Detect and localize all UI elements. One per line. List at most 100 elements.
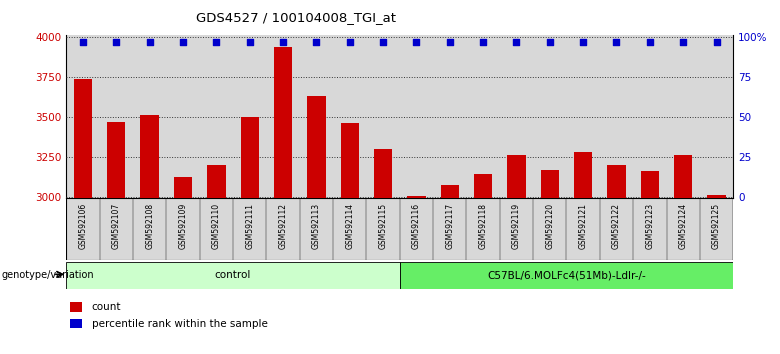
Bar	[300, 198, 333, 260]
Bar	[640, 171, 659, 354]
Bar	[233, 198, 266, 260]
Text: GSM592121: GSM592121	[579, 203, 587, 249]
Bar	[100, 198, 133, 260]
Text: GSM592118: GSM592118	[479, 203, 488, 249]
Bar	[107, 122, 126, 354]
Bar	[500, 35, 533, 198]
Point	[343, 39, 356, 45]
Bar	[74, 79, 92, 354]
Text: GSM592111: GSM592111	[245, 203, 254, 249]
Text: GSM592107: GSM592107	[112, 203, 121, 250]
Bar	[274, 47, 292, 354]
Bar	[633, 198, 666, 260]
Text: genotype/variation: genotype/variation	[2, 270, 94, 280]
Bar	[200, 198, 233, 260]
Text: GSM592106: GSM592106	[79, 203, 87, 250]
Bar	[441, 185, 459, 354]
Text: GSM592114: GSM592114	[346, 203, 354, 249]
Bar	[399, 35, 433, 198]
Bar	[566, 35, 600, 198]
Bar	[374, 149, 392, 354]
Bar	[166, 198, 200, 260]
Bar	[666, 35, 700, 198]
Bar	[66, 198, 100, 260]
Bar	[367, 198, 399, 260]
Text: GSM592119: GSM592119	[512, 203, 521, 249]
Text: GSM592123: GSM592123	[645, 203, 654, 249]
Bar	[500, 198, 533, 260]
Bar	[140, 115, 159, 354]
Point	[144, 39, 156, 45]
Text: GSM592109: GSM592109	[179, 203, 187, 250]
Bar	[466, 198, 500, 260]
Point	[711, 39, 723, 45]
Text: GSM592115: GSM592115	[378, 203, 388, 249]
Point	[644, 39, 656, 45]
Bar	[541, 170, 559, 354]
Text: control: control	[215, 270, 251, 280]
Point	[277, 39, 289, 45]
Bar	[174, 177, 192, 354]
Bar	[266, 198, 300, 260]
Text: GSM592110: GSM592110	[212, 203, 221, 249]
Point	[110, 39, 122, 45]
Point	[444, 39, 456, 45]
Point	[210, 39, 222, 45]
Bar	[300, 35, 333, 198]
Text: GSM592116: GSM592116	[412, 203, 421, 249]
Bar	[700, 198, 733, 260]
Text: GSM592113: GSM592113	[312, 203, 321, 249]
Text: GSM592112: GSM592112	[278, 203, 288, 249]
Point	[76, 39, 89, 45]
Point	[377, 39, 389, 45]
Bar	[700, 35, 733, 198]
Point	[610, 39, 622, 45]
Bar	[367, 35, 399, 198]
Point	[544, 39, 556, 45]
Bar	[533, 35, 566, 198]
Bar	[399, 198, 433, 260]
Bar	[333, 198, 367, 260]
Bar	[608, 165, 626, 354]
Bar	[533, 198, 566, 260]
Bar	[166, 35, 200, 198]
Text: count: count	[92, 302, 121, 312]
Bar	[133, 198, 166, 260]
Bar	[207, 165, 225, 354]
Point	[310, 39, 323, 45]
Bar	[707, 195, 725, 354]
Point	[177, 39, 190, 45]
Point	[243, 39, 256, 45]
Point	[477, 39, 489, 45]
Text: GSM592120: GSM592120	[545, 203, 555, 249]
Bar	[100, 35, 133, 198]
Bar	[307, 96, 325, 354]
Bar	[240, 117, 259, 354]
Bar	[600, 35, 633, 198]
Text: GSM592125: GSM592125	[712, 203, 721, 249]
Bar	[507, 155, 526, 354]
Bar	[233, 35, 266, 198]
FancyBboxPatch shape	[399, 262, 733, 289]
Text: percentile rank within the sample: percentile rank within the sample	[92, 319, 268, 329]
Bar	[433, 198, 466, 260]
Bar	[133, 35, 166, 198]
Bar	[600, 198, 633, 260]
Bar	[466, 35, 500, 198]
Bar	[341, 123, 359, 354]
FancyBboxPatch shape	[66, 262, 399, 289]
Text: GSM592108: GSM592108	[145, 203, 154, 249]
Point	[510, 39, 523, 45]
Bar	[474, 174, 492, 354]
Bar	[200, 35, 233, 198]
Bar	[674, 155, 693, 354]
Bar	[70, 319, 82, 329]
Bar	[266, 35, 300, 198]
Bar	[666, 198, 700, 260]
Text: GDS4527 / 100104008_TGI_at: GDS4527 / 100104008_TGI_at	[197, 11, 396, 24]
Text: GSM592124: GSM592124	[679, 203, 688, 249]
Text: GSM592122: GSM592122	[612, 203, 621, 249]
Bar	[70, 302, 82, 312]
Point	[677, 39, 690, 45]
Point	[410, 39, 423, 45]
